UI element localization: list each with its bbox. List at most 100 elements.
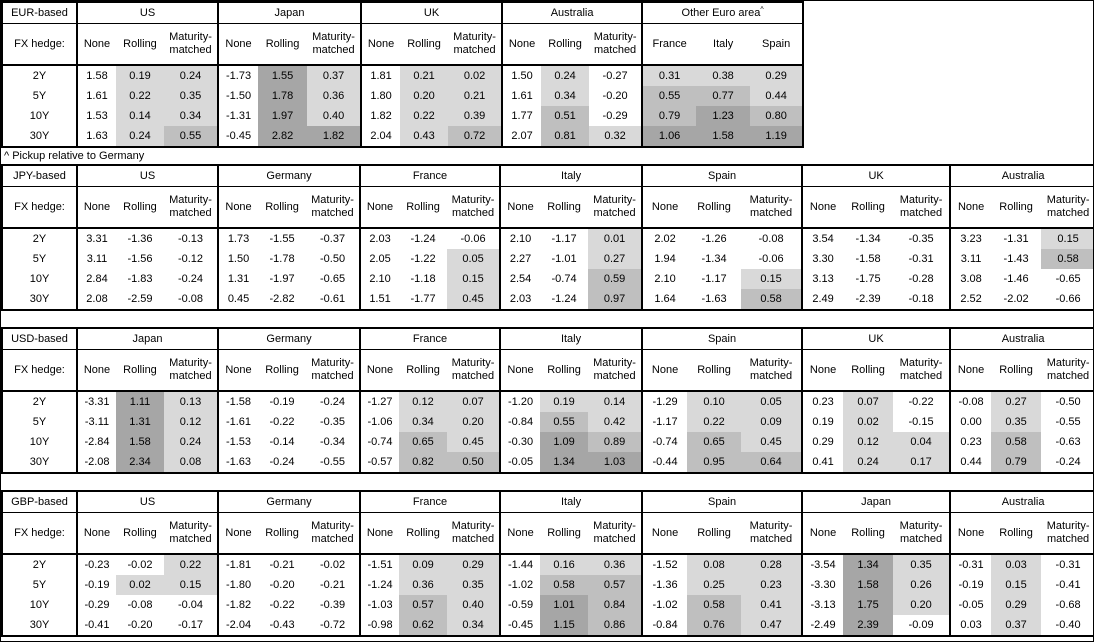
country-name: France <box>412 496 448 508</box>
value-cell: -0.84 <box>641 615 688 636</box>
value-cell: 3.11 <box>76 249 116 269</box>
value-cell: -1.78 <box>258 249 307 269</box>
hedge-type-header: Maturity-matched <box>893 512 951 555</box>
value-cell: -1.52 <box>641 554 688 575</box>
value-cell: 0.34 <box>541 86 590 106</box>
value-cell: 0.64 <box>741 452 803 473</box>
value-cell: -1.20 <box>499 391 541 412</box>
hedge-type-header: Maturity-matched <box>893 349 951 392</box>
hedge-type-header: Rolling <box>991 186 1042 229</box>
hedge-type-header: Rolling <box>843 512 894 555</box>
value-cell: 2.02 <box>641 228 688 249</box>
value-cell: -0.74 <box>641 432 688 452</box>
hedge-type-header: None <box>801 186 844 229</box>
hedge-type-header: None <box>76 349 116 392</box>
value-cell: 2.05 <box>359 249 400 269</box>
value-cell: 0.38 <box>696 65 751 86</box>
hedge-type-header: None <box>359 186 400 229</box>
value-cell: 3.08 <box>949 269 992 289</box>
value-cell: 0.15 <box>1041 228 1093 249</box>
country-header: Spain <box>641 165 803 187</box>
value-cell: -1.97 <box>258 269 307 289</box>
value-cell: 0.15 <box>447 269 501 289</box>
country-header: UK <box>801 328 951 350</box>
hedge-type-header: None <box>217 186 259 229</box>
value-cell: -1.34 <box>687 249 742 269</box>
value-cell: -0.08 <box>164 289 219 310</box>
value-cell: -0.05 <box>499 452 541 473</box>
hedge-type-header: Rolling <box>258 23 308 66</box>
value-cell: -0.74 <box>359 432 400 452</box>
value-cell: 1.97 <box>258 106 308 126</box>
pickup-table-eur: EUR-based US Japan UK Australia Other Euro ar… <box>1 1 805 148</box>
value-cell: -0.22 <box>258 412 307 432</box>
value-cell: 0.58 <box>540 575 589 595</box>
value-cell: 0.01 <box>588 228 643 249</box>
tenor-label: 2Y <box>32 70 47 82</box>
value-cell: 2.07 <box>501 126 542 147</box>
value-cell: -0.17 <box>164 615 219 636</box>
value-cell: 0.36 <box>588 554 643 575</box>
value-cell: 0.34 <box>399 412 448 432</box>
country-header: Japan <box>75 328 219 350</box>
value-cell: 0.27 <box>588 249 643 269</box>
hedge-type-header: Rolling <box>400 23 449 66</box>
country-name: Germany <box>266 170 312 182</box>
value-cell: 0.20 <box>893 595 951 615</box>
value-cell: 0.79 <box>641 106 697 126</box>
value-cell: 1.09 <box>540 432 589 452</box>
value-cell: -1.81 <box>217 554 259 575</box>
value-cell: 0.24 <box>116 126 164 147</box>
country-name: UK <box>868 170 884 182</box>
value-cell: 0.29 <box>447 554 501 575</box>
value-cell: -0.24 <box>164 269 219 289</box>
country-header: Germany <box>217 165 361 187</box>
country-header: US <box>75 165 219 187</box>
country-name: Australia <box>550 7 594 19</box>
hedge-type-header: Maturity-matched <box>588 186 643 229</box>
value-cell: 0.15 <box>991 575 1042 595</box>
value-cell: -1.63 <box>687 289 742 310</box>
value-cell: 2.10 <box>499 228 541 249</box>
value-cell: 0.23 <box>741 575 803 595</box>
value-cell: -1.31 <box>991 228 1042 249</box>
country-name: Australia <box>1001 333 1045 345</box>
value-cell: -0.66 <box>1041 289 1093 310</box>
tenor-label: 2Y <box>32 396 47 408</box>
hedge-type-header: Rolling <box>843 186 894 229</box>
value-cell: 0.58 <box>991 432 1042 452</box>
value-cell: -0.21 <box>306 575 361 595</box>
value-cell: 0.03 <box>991 554 1042 575</box>
value-cell: 1.58 <box>696 126 751 147</box>
value-cell: 3.54 <box>801 228 844 249</box>
value-cell: -0.22 <box>258 595 307 615</box>
value-cell: 0.10 <box>687 391 742 412</box>
value-cell: -0.09 <box>893 615 951 636</box>
value-cell: 0.82 <box>399 452 448 473</box>
hedge-type-header: None <box>217 349 259 392</box>
country-name: Spain <box>707 170 737 182</box>
subcountry-header: Italy <box>696 23 751 66</box>
hedge-type-header: None <box>949 349 992 392</box>
value-cell: -0.19 <box>76 575 116 595</box>
value-cell: -1.75 <box>843 269 894 289</box>
country-header: France <box>359 165 501 187</box>
value-cell: 0.22 <box>400 106 449 126</box>
value-cell: -0.24 <box>1041 452 1093 473</box>
value-cell: -0.14 <box>258 432 307 452</box>
value-cell: 1.51 <box>359 289 400 310</box>
value-cell: 0.28 <box>741 554 803 575</box>
hedge-type-header: Maturity-matched <box>306 349 361 392</box>
value-cell: -0.50 <box>306 249 361 269</box>
country-header: US <box>75 491 219 513</box>
value-cell: -0.34 <box>306 432 361 452</box>
value-cell: -1.58 <box>217 391 259 412</box>
value-cell: 0.03 <box>949 615 992 636</box>
value-cell: 0.14 <box>588 391 643 412</box>
value-cell: -0.45 <box>499 615 541 636</box>
value-cell: 1.78 <box>258 86 308 106</box>
value-cell: -1.83 <box>116 269 164 289</box>
value-cell: 1.58 <box>116 432 164 452</box>
value-cell: 1.73 <box>217 228 259 249</box>
